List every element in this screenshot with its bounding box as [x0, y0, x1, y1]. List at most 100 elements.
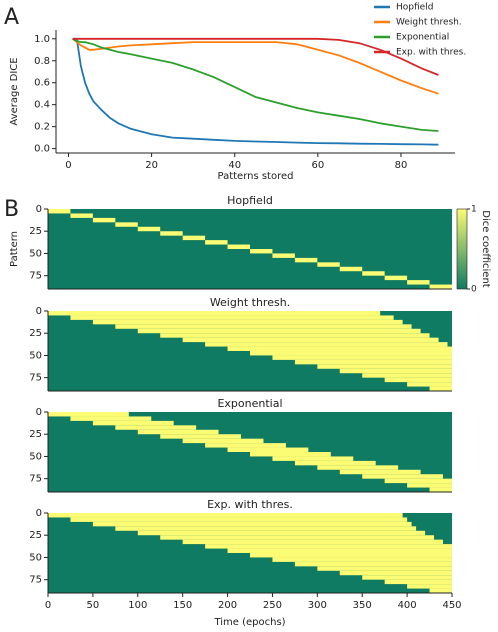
heatmap-cell	[317, 364, 452, 369]
x-tick-label: 80	[395, 160, 408, 171]
heatmap-cell	[227, 447, 309, 452]
heatmap-cell	[70, 517, 408, 522]
heatmap-cell	[317, 566, 452, 571]
x-tick-label: 100	[128, 600, 147, 611]
heatmap-cell	[384, 579, 452, 585]
y-tick-label: 0	[36, 407, 42, 418]
y-tick-label: 0.2	[34, 122, 50, 133]
y-tick-label: 0.8	[34, 56, 50, 67]
y-tick-label: 0.0	[34, 144, 50, 155]
heatmap-cell	[137, 328, 421, 334]
legend-label: Exp. with thres.	[396, 48, 466, 58]
heatmap-cell	[272, 456, 354, 461]
heatmap-cell	[384, 377, 452, 383]
heatmap-cell	[160, 231, 183, 236]
heatmap-title: Weight thresh.	[210, 296, 290, 309]
y-tick-label: 75	[29, 474, 42, 485]
x-tick-label: 150	[173, 600, 192, 611]
colorbar-tick-label: 0	[471, 285, 477, 295]
x-axis-label: Time (epochs)	[213, 617, 285, 628]
x-axis-label: Patterns stored	[217, 171, 293, 182]
heatmap-cell	[182, 539, 444, 545]
heatmap-cell	[48, 209, 71, 214]
heatmap-cell	[92, 521, 412, 527]
panel-label: A	[4, 5, 19, 30]
heatmap-cell	[227, 346, 452, 351]
heatmap-cell	[339, 368, 452, 374]
legend-label: Hopfield	[396, 3, 433, 13]
series-line	[72, 38, 439, 95]
heatmap-cell	[407, 382, 452, 387]
heatmap-cell	[115, 222, 138, 227]
heatmap-title: Exp. with thres.	[207, 498, 293, 511]
x-tick-label: 400	[398, 600, 417, 611]
series-line	[72, 37, 439, 146]
heatmap-cell	[250, 249, 273, 254]
heatmap-cell	[384, 478, 452, 484]
heatmap-cell	[92, 319, 403, 325]
heatmap-cell	[272, 253, 295, 258]
heatmap-cell	[339, 469, 421, 475]
heatmap-cell	[407, 483, 452, 488]
heatmap-cell	[70, 315, 394, 320]
heatmap-cell	[362, 575, 452, 580]
heatmap-cell	[429, 284, 452, 289]
x-tick-label: 20	[145, 160, 158, 171]
legend-label: Exponential	[396, 33, 449, 43]
x-tick-label: 450	[442, 600, 461, 611]
heatmap-cell	[250, 452, 331, 457]
heatmap-cell	[429, 588, 452, 593]
heatmap-cell	[294, 561, 452, 567]
heatmap-cell	[182, 235, 206, 241]
y-tick-label: 0	[36, 306, 42, 317]
x-tick-label: 350	[353, 600, 372, 611]
heatmap-cell	[205, 544, 452, 549]
heatmap-cell	[160, 535, 435, 540]
heatmap-cell	[294, 359, 452, 365]
heatmap-cell	[137, 429, 219, 435]
x-tick-label: 40	[228, 160, 241, 171]
heatmap-cell	[339, 266, 363, 272]
panel-label: B	[4, 197, 19, 222]
y-axis-label: Pattern	[9, 231, 20, 267]
heatmap-cell	[272, 557, 452, 562]
y-tick-label: 0.4	[34, 100, 50, 111]
colorbar	[456, 208, 468, 290]
heatmap-cell	[384, 275, 408, 281]
x-tick-label: 200	[218, 600, 237, 611]
heatmap-cell	[205, 240, 228, 245]
y-tick-label: 1.0	[34, 34, 50, 45]
heatmap-cell	[92, 217, 116, 223]
heatmap-cell	[362, 373, 452, 378]
heatmap-cell	[429, 386, 452, 391]
heatmap-cell	[70, 213, 93, 218]
heatmap-cell	[205, 342, 448, 347]
colorbar-tick-label: 1	[471, 205, 477, 215]
y-tick-label: 25	[29, 429, 42, 440]
y-tick-label: 0	[36, 204, 42, 215]
y-tick-label: 0.6	[34, 78, 50, 89]
heatmap-cell	[70, 416, 152, 421]
heatmap-cell	[137, 226, 161, 232]
heatmap-cell	[182, 438, 264, 444]
heatmap-cell	[137, 530, 426, 536]
heatmap-cell	[227, 548, 452, 553]
heatmap-cell	[115, 425, 197, 430]
y-tick-label: 25	[29, 226, 42, 237]
x-tick-label: 60	[311, 160, 324, 171]
heatmap-cell	[48, 412, 129, 417]
heatmap-cell	[317, 262, 340, 267]
heatmap-cell	[182, 337, 439, 343]
heatmap-cell	[294, 460, 376, 466]
y-tick-label: 50	[29, 248, 42, 259]
heatmap-cell	[160, 333, 430, 338]
heatmap-cell	[339, 570, 452, 576]
series-line	[72, 37, 439, 76]
colorbar-label: Dice coefficient	[480, 210, 491, 288]
heatmap-cell	[92, 420, 174, 426]
y-tick-label: 0	[36, 508, 42, 519]
y-tick-label: 50	[29, 350, 42, 361]
x-tick-label: 0	[45, 600, 51, 611]
heatmap-cell	[272, 355, 452, 360]
